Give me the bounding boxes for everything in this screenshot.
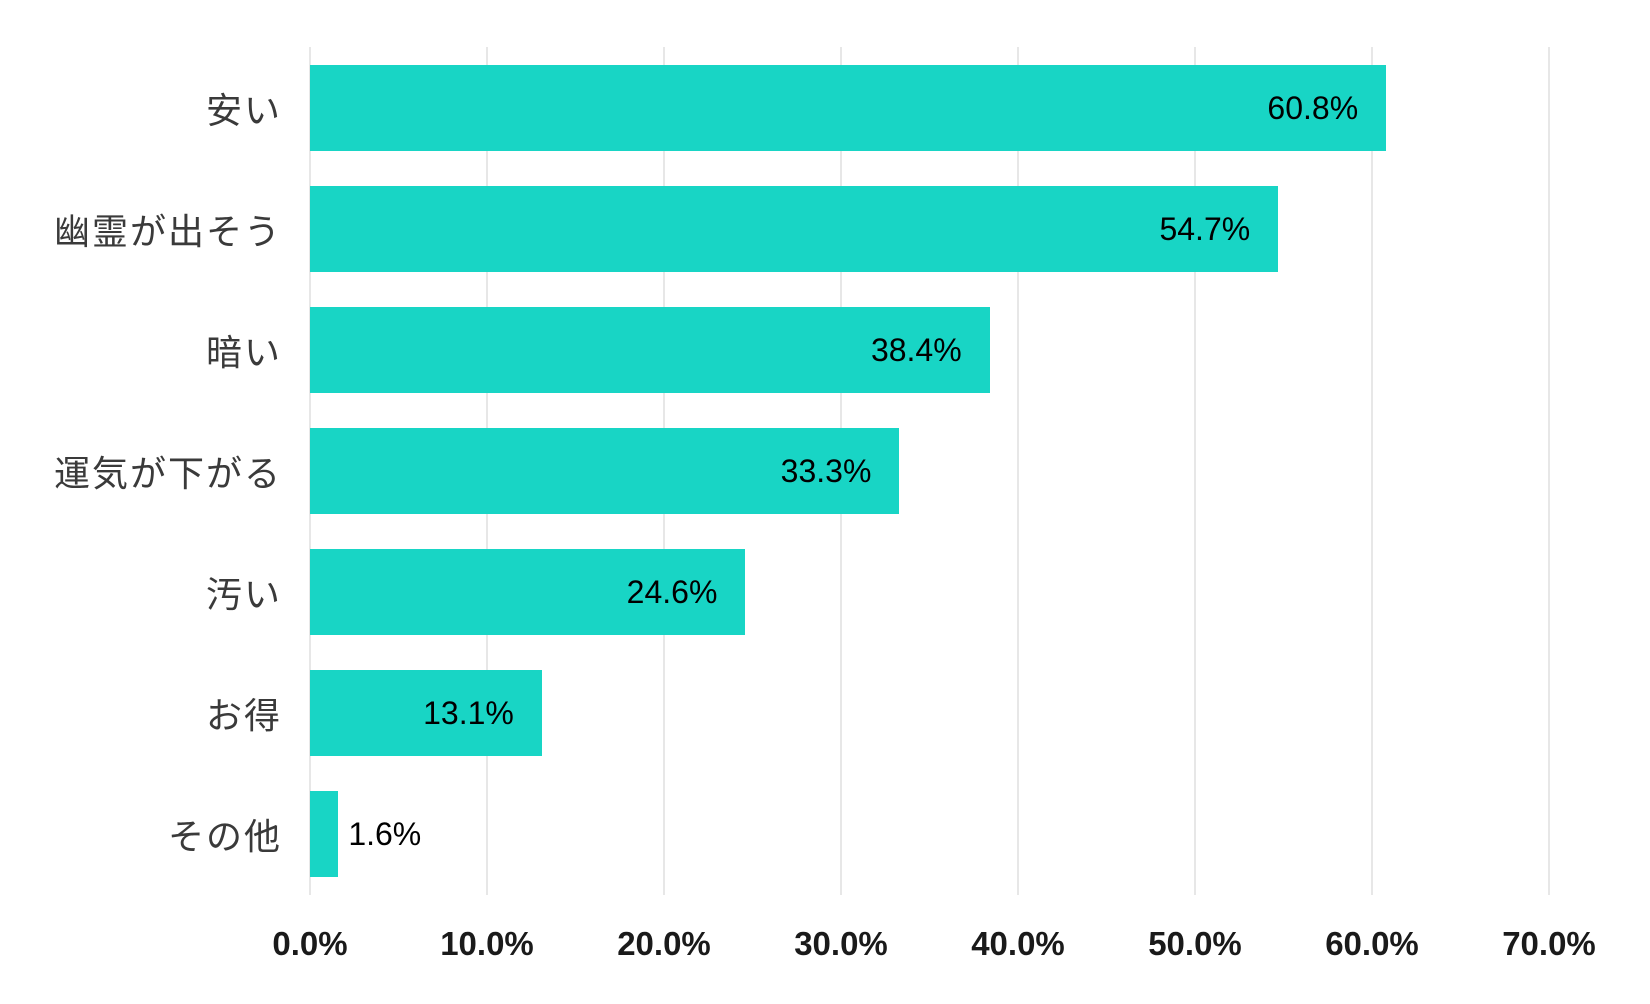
value-label: 54.7% (1159, 210, 1251, 247)
gridline (1194, 47, 1196, 895)
x-tick-label: 10.0% (440, 925, 534, 962)
value-label: 60.8% (1267, 89, 1359, 126)
gridline (1371, 47, 1373, 895)
category-label: 安い (205, 89, 282, 131)
x-tick-label: 50.0% (1148, 925, 1242, 962)
plot-area: 60.8% 54.7% 38.4% 33.3% 24.6% 13.1% 1.6% (309, 47, 1550, 895)
value-label: 33.3% (780, 453, 872, 489)
x-tick-label: 20.0% (617, 925, 711, 962)
category-label: その他 (167, 816, 282, 858)
gridline (1017, 47, 1019, 895)
x-tick-label: 0.0% (272, 925, 348, 962)
category-label: 暗い (205, 331, 282, 373)
category-label: 運気が下がる (53, 452, 282, 494)
category-label: お得 (205, 695, 282, 737)
x-tick-label: 30.0% (794, 925, 888, 962)
value-label: 1.6% (348, 816, 422, 853)
gridline (1548, 47, 1550, 895)
value-label: 13.1% (423, 695, 514, 732)
x-tick-label: 70.0% (1502, 925, 1596, 962)
bar (310, 791, 339, 878)
value-label: 24.6% (626, 574, 718, 611)
bar (310, 306, 990, 393)
category-label: 汚い (205, 574, 282, 616)
bar (310, 670, 542, 757)
bar (310, 64, 1387, 151)
value-label: 38.4% (870, 331, 962, 368)
x-tick-label: 40.0% (971, 925, 1065, 962)
bar (310, 549, 746, 636)
x-tick-label: 60.0% (1325, 925, 1419, 962)
bar (310, 428, 900, 514)
category-label: 幽霊が出そう (53, 210, 282, 252)
bar (310, 185, 1279, 272)
